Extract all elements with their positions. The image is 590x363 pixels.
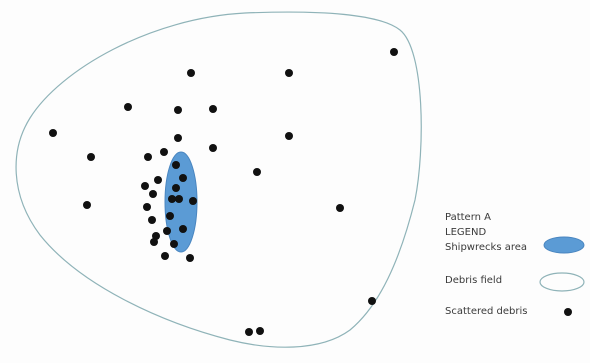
debris-dot <box>245 328 253 336</box>
debris-dot <box>83 201 91 209</box>
debris-dot <box>166 212 174 220</box>
debris-dot <box>209 144 217 152</box>
debris-dot <box>256 327 264 335</box>
debris-dot <box>390 48 398 56</box>
debris-dot <box>172 161 180 169</box>
debris-dot <box>170 240 178 248</box>
legend-scattered-debris-symbol <box>564 308 572 316</box>
debris-dot <box>253 168 261 176</box>
debris-dot <box>160 148 168 156</box>
debris-dot <box>285 69 293 77</box>
debris-dot <box>175 195 183 203</box>
debris-dot <box>172 184 180 192</box>
legend-debris-field-symbol <box>539 272 585 292</box>
debris-dot <box>154 176 162 184</box>
debris-dot <box>148 216 156 224</box>
debris-dot <box>285 132 293 140</box>
debris-dot <box>141 182 149 190</box>
legend-title: LEGEND <box>445 227 487 238</box>
debris-dot <box>368 297 376 305</box>
debris-dot <box>124 103 132 111</box>
debris-dot <box>49 129 57 137</box>
debris-dot <box>174 134 182 142</box>
debris-dot <box>150 238 158 246</box>
debris-dot <box>179 225 187 233</box>
debris-dot <box>168 195 176 203</box>
debris-dot <box>187 69 195 77</box>
legend-shipwrecks-label: Shipwrecks area <box>445 242 528 253</box>
legend-shipwrecks-symbol <box>543 236 585 254</box>
debris-dot <box>189 197 197 205</box>
debris-dot <box>186 254 194 262</box>
legend-scattered-debris-label: Scattered debris <box>445 306 528 317</box>
debris-dot <box>209 105 217 113</box>
debris-dot <box>149 190 157 198</box>
debris-dot <box>336 204 344 212</box>
debris-dot <box>87 153 95 161</box>
scattered-debris-group <box>49 48 398 336</box>
debris-dot <box>143 203 151 211</box>
legend-debris-field-label: Debris field <box>445 275 503 286</box>
debris-dot <box>144 153 152 161</box>
debris-dot <box>161 252 169 260</box>
debris-dot <box>179 174 187 182</box>
legend-pattern-label: Pattern A <box>445 212 491 223</box>
debris-dot <box>163 227 171 235</box>
debris-dot <box>174 106 182 114</box>
debris-field-outline <box>15 11 422 348</box>
